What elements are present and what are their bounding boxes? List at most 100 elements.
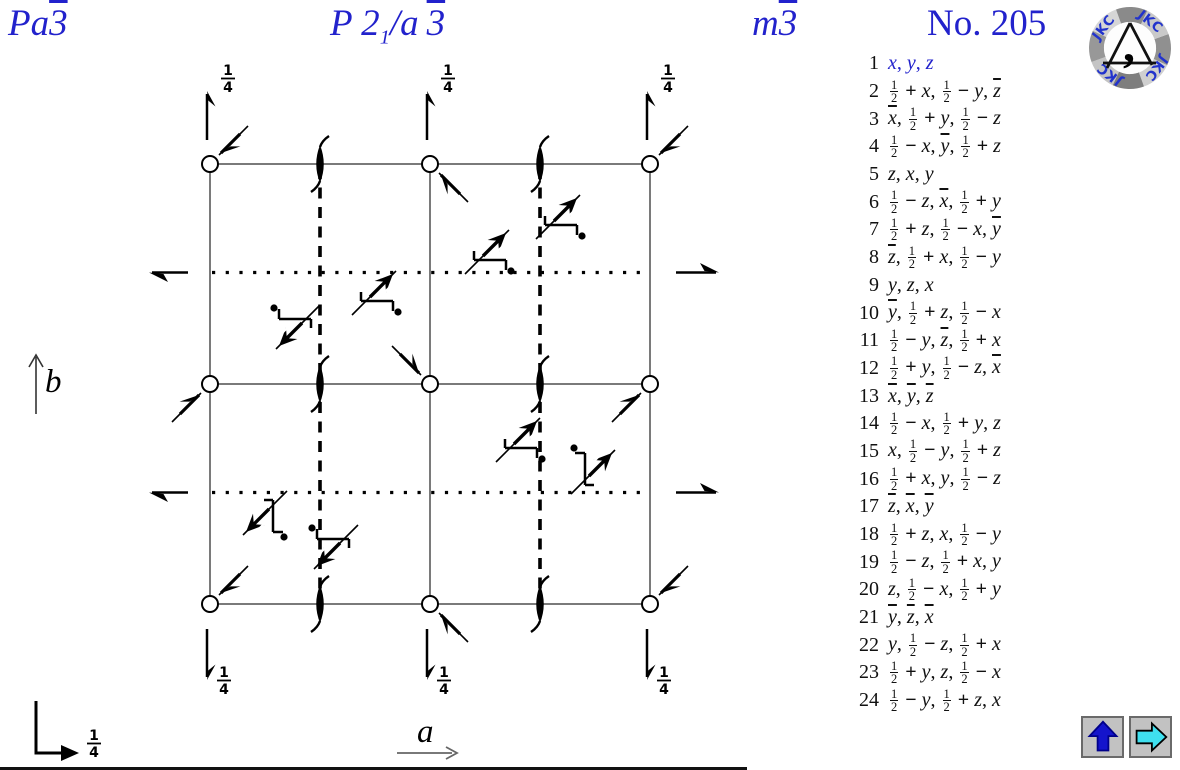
quarter-height-label: 14 xyxy=(657,665,671,698)
full-symbol-label: P 21/a 3 xyxy=(330,3,446,49)
quarter-height-label: 14 xyxy=(661,63,675,96)
inversion-center-circle xyxy=(641,155,659,173)
quarter-height-label: 14 xyxy=(221,63,235,96)
threefold-inversion-axis xyxy=(464,229,515,275)
threefold-inversion-axis xyxy=(308,524,359,570)
logo-ring-segment xyxy=(1092,9,1122,37)
svg-text:a: a xyxy=(417,714,434,750)
position-row: 9 y, z, x xyxy=(869,273,934,296)
diagonal-axis-arrow xyxy=(218,565,249,596)
logo-triangle xyxy=(1103,22,1156,69)
logo-ring-segment xyxy=(1138,59,1168,87)
inversion-center-circle xyxy=(201,155,219,173)
inversion-center-circle xyxy=(201,375,219,393)
position-row: 13 x, y, z xyxy=(859,384,934,407)
svg-text:b: b xyxy=(45,364,62,400)
up-arrow-icon xyxy=(1086,720,1119,752)
svg-text:1: 1 xyxy=(223,63,233,79)
svg-text:1: 1 xyxy=(89,728,99,744)
svg-text:1: 1 xyxy=(443,63,453,79)
group-number-label: No. 205 xyxy=(927,3,1047,44)
svg-text:1: 1 xyxy=(659,665,669,681)
axis-b: b xyxy=(28,353,62,414)
diagonal-axis-arrow xyxy=(438,172,469,203)
threefold-inversion-axis xyxy=(570,444,616,495)
threefold-inversion-axis xyxy=(535,194,586,240)
screw-axis-lens xyxy=(310,135,330,193)
quarter-height-label: 14 xyxy=(217,665,231,698)
point-group-label: m3 xyxy=(752,3,798,44)
threefold-inversion-axis xyxy=(351,270,402,316)
svg-text:1: 1 xyxy=(439,665,449,681)
diagonal-axis-arrow xyxy=(658,565,689,596)
nav-buttons xyxy=(1081,716,1172,758)
logo-ring-segment xyxy=(1141,10,1169,40)
quarter-legend: 14 xyxy=(34,701,101,761)
logo-ring-segment xyxy=(1091,56,1119,86)
inversion-center-circle xyxy=(421,155,439,173)
bottom-rule xyxy=(0,767,747,770)
logo-ring-segment xyxy=(1112,71,1144,89)
logo-comma: , xyxy=(1123,19,1135,72)
svg-text:4: 4 xyxy=(663,80,673,96)
inversion-center-circle xyxy=(421,375,439,393)
diagonal-axis-arrow xyxy=(218,125,249,156)
svg-text:4: 4 xyxy=(89,745,99,761)
jkc-logo: JKC JKC JKC JKC, xyxy=(1086,4,1174,92)
screw-axis-lens xyxy=(530,135,550,193)
diagonal-axis-arrow xyxy=(391,345,422,376)
diagonal-axis-arrow xyxy=(658,125,689,156)
axis-a: a xyxy=(397,714,459,760)
inversion-center-circle xyxy=(641,375,659,393)
position-row: 5 z, x, y xyxy=(869,163,934,186)
logo-ring-segment xyxy=(1153,34,1171,66)
position-row: 17 z, x, y xyxy=(859,495,934,518)
nav-next-button[interactable] xyxy=(1129,716,1172,758)
diagonal-axis-arrow xyxy=(171,392,202,423)
nav-up-button[interactable] xyxy=(1081,716,1124,758)
diagonal-axis-arrow xyxy=(611,392,642,423)
inversion-center-circle xyxy=(421,595,439,613)
svg-text:4: 4 xyxy=(219,682,229,698)
screw-axis-lens xyxy=(530,355,550,413)
position-row: 21 y, z, x xyxy=(859,606,934,629)
svg-text:4: 4 xyxy=(223,80,233,96)
quarter-legend-label: 14 xyxy=(87,728,101,761)
quarter-height-label: 14 xyxy=(441,63,455,96)
threefold-inversion-axis xyxy=(495,417,546,463)
threefold-inversion-axis xyxy=(270,304,321,350)
logo-ring-segment xyxy=(1089,30,1107,62)
svg-text:4: 4 xyxy=(439,682,449,698)
screw-axis-lens xyxy=(310,575,330,633)
inversion-center-circle xyxy=(641,595,659,613)
svg-text:4: 4 xyxy=(659,682,669,698)
diagonal-axis-arrow xyxy=(438,612,469,643)
screw-axis-arrow xyxy=(149,263,719,282)
svg-text:1: 1 xyxy=(663,63,673,79)
svg-text:4: 4 xyxy=(443,80,453,96)
screw-axis-arrow xyxy=(149,483,719,502)
right-arrow-icon xyxy=(1135,721,1168,753)
screw-axis-lens xyxy=(310,355,330,413)
